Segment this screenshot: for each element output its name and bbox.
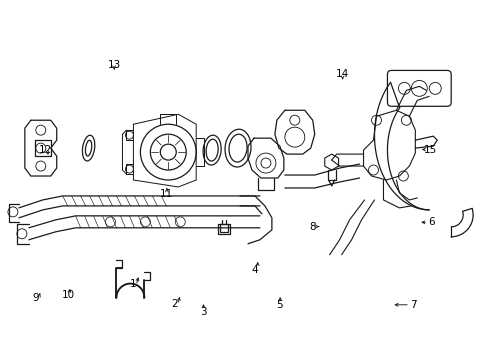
Text: 3: 3 [200, 307, 207, 317]
Text: 4: 4 [251, 265, 258, 275]
Text: 15: 15 [424, 144, 437, 154]
Text: 11: 11 [160, 189, 173, 199]
Text: 1: 1 [129, 279, 136, 289]
Text: 8: 8 [309, 222, 316, 231]
Text: 13: 13 [108, 59, 121, 69]
Text: 10: 10 [62, 290, 75, 300]
Text: 5: 5 [276, 300, 282, 310]
Text: 14: 14 [336, 69, 349, 79]
Text: 12: 12 [39, 144, 52, 154]
Text: 9: 9 [33, 293, 39, 303]
Text: 2: 2 [171, 299, 177, 309]
Text: 7: 7 [410, 300, 416, 310]
Text: 6: 6 [428, 217, 435, 227]
